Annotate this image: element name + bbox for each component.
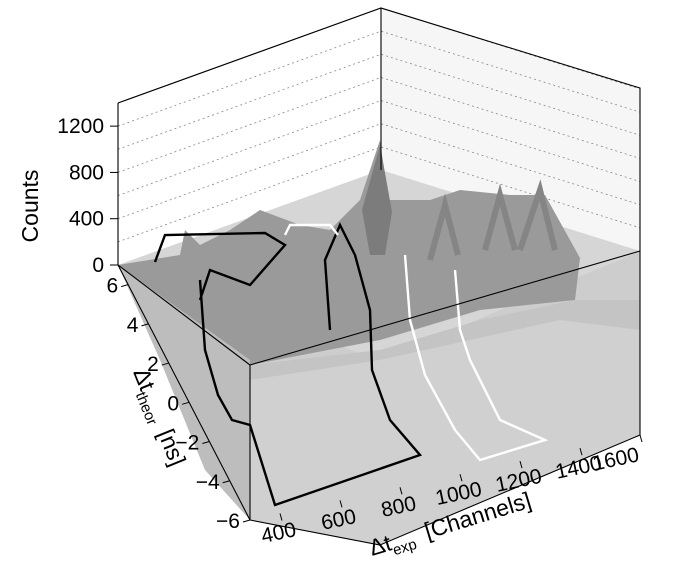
y-tick-label: −2	[175, 432, 199, 455]
y-tick-mark	[222, 480, 230, 484]
z-tick-label: 0	[92, 254, 104, 277]
z-tick-label: 1200	[57, 115, 104, 138]
region-boundary-4	[403, 254, 549, 462]
gridline-z	[117, 77, 641, 173]
gridline-z	[117, 7, 641, 104]
gridline-z	[117, 30, 641, 127]
x-axis-title-sub: exp	[391, 536, 419, 559]
y-tick-label: 4	[127, 314, 139, 337]
surface-wall-peaks	[427, 179, 558, 261]
surface-peak	[362, 145, 392, 255]
x-tick-mark	[579, 447, 583, 456]
y-axis-title-sub: theor	[132, 390, 161, 428]
x-tick-mark	[639, 434, 643, 443]
y-tick-label: 2	[147, 353, 159, 376]
gridline-z	[117, 146, 641, 243]
x-tick-mark	[519, 461, 523, 469]
frame-front-top	[249, 250, 641, 366]
grid-lines	[117, 7, 641, 243]
y-tick-label: 0	[167, 392, 179, 415]
z-tick-label: 800	[69, 161, 104, 184]
gridline-z	[117, 100, 641, 196]
y-tick-label: −6	[216, 510, 240, 533]
x-tick-mark	[399, 487, 403, 495]
surface-front-lowland	[250, 320, 640, 545]
region-boundary-2	[198, 222, 423, 507]
y-tick-mark	[202, 441, 210, 445]
z-axis-title: Counts	[17, 170, 43, 243]
y-tick-mark	[121, 284, 129, 288]
z-axis-ticks: 0 400 800 1200	[57, 115, 118, 277]
frame-bottom-left	[117, 264, 251, 521]
gridline-z	[117, 123, 641, 220]
x-tick-mark	[339, 500, 343, 508]
back-wall-left	[118, 8, 381, 265]
y-tick-mark	[181, 401, 190, 405]
x-tick-mark	[279, 513, 283, 521]
frame-back-top	[117, 7, 641, 546]
y-tick-mark	[161, 362, 169, 366]
region-boundary-1	[153, 231, 287, 301]
y-tick-label: −4	[196, 471, 220, 494]
gridline-z	[117, 53, 641, 150]
y-tick-mark	[141, 323, 149, 327]
y-tick-mark	[242, 519, 251, 523]
x-tick-mark	[459, 474, 463, 482]
region-boundary-3	[283, 223, 339, 236]
y-tick-label: 6	[106, 275, 118, 298]
z-tick-label: 400	[69, 208, 104, 231]
